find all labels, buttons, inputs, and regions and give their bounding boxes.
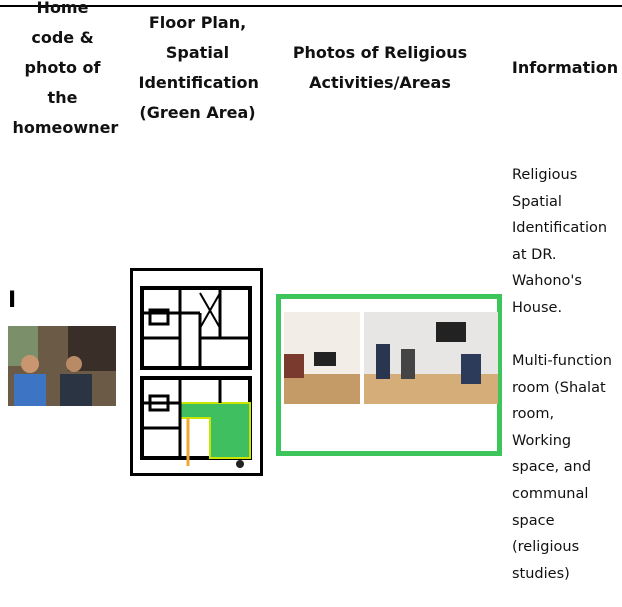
top-rule xyxy=(0,5,622,7)
home-code: I xyxy=(8,288,17,313)
header-text: Information xyxy=(511,58,619,77)
floor-plan xyxy=(130,268,263,476)
header-text: Home code & photo of the homeowner xyxy=(12,0,119,137)
header-cell: Information xyxy=(508,8,622,128)
information-text: Multi-function room (Shalat room, Workin… xyxy=(512,353,612,582)
header-text: Floor Plan, Spatial Identification (Gree… xyxy=(138,13,259,122)
owner-photo xyxy=(8,326,116,406)
information-text: Religious Spatial Identification at DR. … xyxy=(512,167,608,316)
header-text: Photos of Religious Activities/Areas xyxy=(292,43,468,92)
activity-photos xyxy=(276,294,502,456)
header-cell: Photos of Religious Activities/Areas xyxy=(280,8,480,128)
header-cell: Home code & photo of the homeowner xyxy=(5,0,120,137)
header-cell: Floor Plan, Spatial Identification (Gree… xyxy=(135,8,260,128)
